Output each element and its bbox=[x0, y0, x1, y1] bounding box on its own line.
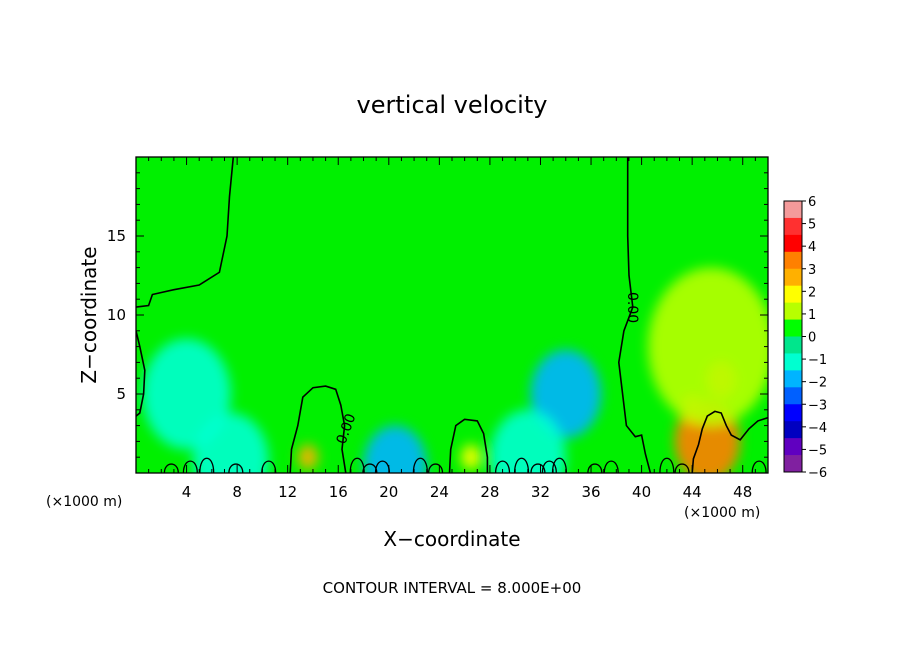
colorbar-swatch-14 bbox=[784, 438, 802, 456]
colorbar-swatch-4 bbox=[784, 268, 802, 287]
y-axis-label: Z−coordinate bbox=[77, 246, 101, 383]
colorbar-swatch-9 bbox=[784, 353, 802, 371]
contour-line-5 bbox=[136, 330, 146, 417]
colorbar-label-12: −6 bbox=[808, 466, 827, 481]
x-tick-label-28: 28 bbox=[480, 483, 499, 501]
colorbar-swatches bbox=[784, 201, 802, 473]
contour-bump-19 bbox=[751, 460, 767, 473]
contour-bump-9 bbox=[427, 463, 444, 473]
x-tick-label-4: 4 bbox=[182, 483, 192, 501]
contour-bump-3 bbox=[228, 463, 244, 473]
x-axis-label: X−coordinate bbox=[383, 527, 520, 551]
x-tick-label-8: 8 bbox=[232, 483, 242, 501]
contour-bump-8 bbox=[412, 457, 429, 473]
colorbar-swatch-2 bbox=[784, 234, 802, 253]
contour-bump-16 bbox=[603, 460, 619, 473]
y-axis-ticks: 5 10 15 bbox=[107, 172, 768, 458]
colorbar-label-7: −1 bbox=[808, 353, 827, 368]
field-blob-6 bbox=[530, 349, 602, 439]
contour-line-4 bbox=[691, 410, 768, 473]
x-tick-label-20: 20 bbox=[379, 483, 398, 501]
colorbar-swatch-3 bbox=[784, 251, 802, 270]
y-tick-label-5: 5 bbox=[116, 385, 126, 403]
colorbar-swatch-5 bbox=[784, 285, 802, 304]
x-unit-right: (×1000 m) bbox=[684, 505, 760, 521]
x-tick-label-24: 24 bbox=[430, 483, 449, 501]
x-tick-label-32: 32 bbox=[531, 483, 550, 501]
contour-bump-2 bbox=[199, 457, 215, 473]
velocity-field bbox=[142, 267, 768, 473]
contour-lines bbox=[136, 157, 768, 473]
y-tick-label-15: 15 bbox=[107, 227, 126, 245]
x-tick-label-44: 44 bbox=[683, 483, 702, 501]
colorbar-swatch-12 bbox=[784, 404, 802, 422]
colorbar-swatch-7 bbox=[784, 319, 802, 337]
colorbar-swatch-10 bbox=[784, 370, 802, 388]
colorbar-label-6: 0 bbox=[808, 331, 816, 346]
contour-interval-note: CONTOUR INTERVAL = 8.000E+00 bbox=[323, 579, 582, 597]
contour-bump-15 bbox=[587, 463, 603, 473]
contour-label-right: 0.00 bbox=[624, 292, 640, 323]
contour-bump-11 bbox=[513, 457, 530, 473]
colorbar-swatch-0 bbox=[784, 201, 802, 219]
contour-line-1 bbox=[617, 157, 652, 473]
x-tick-label-48: 48 bbox=[733, 483, 752, 501]
colorbar-swatch-15 bbox=[784, 455, 802, 473]
colorbar-label-4: 2 bbox=[808, 285, 816, 300]
colorbar-label-1: 5 bbox=[808, 218, 816, 233]
contour-bump-1 bbox=[182, 460, 198, 473]
colorbar-labels: 6 5 4 3 2 1 0 −1 −2 −3 −4 −5 −6 bbox=[802, 195, 827, 481]
colorbar-swatch-13 bbox=[784, 421, 802, 439]
colorbar-label-0: 6 bbox=[808, 195, 816, 210]
contour-line-3 bbox=[448, 418, 489, 473]
chart-title: vertical velocity bbox=[357, 91, 548, 119]
y-tick-label-10: 10 bbox=[107, 306, 126, 324]
colorbar-label-3: 3 bbox=[808, 263, 816, 278]
field-blob-4 bbox=[460, 444, 482, 470]
colorbar: 6 5 4 3 2 1 0 −1 −2 −3 −4 −5 −6 bbox=[783, 195, 827, 481]
contour-bump-18 bbox=[674, 463, 690, 473]
colorbar-swatch-8 bbox=[784, 336, 802, 354]
colorbar-label-5: 1 bbox=[808, 308, 816, 323]
contour-bump-17 bbox=[659, 457, 675, 473]
colorbar-label-9: −3 bbox=[808, 398, 827, 413]
colorbar-label-8: −2 bbox=[808, 376, 827, 391]
field-blob-7 bbox=[363, 425, 427, 473]
x-tick-label-36: 36 bbox=[581, 483, 600, 501]
field-blob-3 bbox=[297, 444, 319, 470]
field-blob-10 bbox=[489, 409, 566, 473]
x-tick-label-40: 40 bbox=[632, 483, 651, 501]
colorbar-label-11: −5 bbox=[808, 443, 827, 458]
colorbar-swatch-1 bbox=[784, 217, 802, 236]
contour-bump-13 bbox=[541, 460, 557, 473]
colorbar-swatch-11 bbox=[784, 387, 802, 405]
colorbar-swatch-6 bbox=[784, 302, 802, 321]
contour-line-2 bbox=[289, 385, 347, 473]
field-blob-5 bbox=[647, 267, 768, 426]
contour-bump-14 bbox=[551, 457, 568, 473]
field-blob-9 bbox=[142, 338, 231, 450]
contour-bump-12 bbox=[530, 463, 546, 473]
x-tick-label-16: 16 bbox=[329, 483, 348, 501]
colorbar-label-10: −4 bbox=[808, 421, 827, 436]
contour-bump-10 bbox=[494, 460, 511, 473]
contour-line-0 bbox=[136, 157, 235, 308]
colorbar-label-2: 4 bbox=[808, 240, 816, 255]
contour-bump-0 bbox=[163, 463, 179, 473]
x-axis-ticks: 4 8 12 16 20 24 28 32 36 40 44 48 bbox=[148, 157, 756, 501]
x-tick-label-12: 12 bbox=[278, 483, 297, 501]
x-unit-left: (×1000 m) bbox=[46, 494, 122, 510]
